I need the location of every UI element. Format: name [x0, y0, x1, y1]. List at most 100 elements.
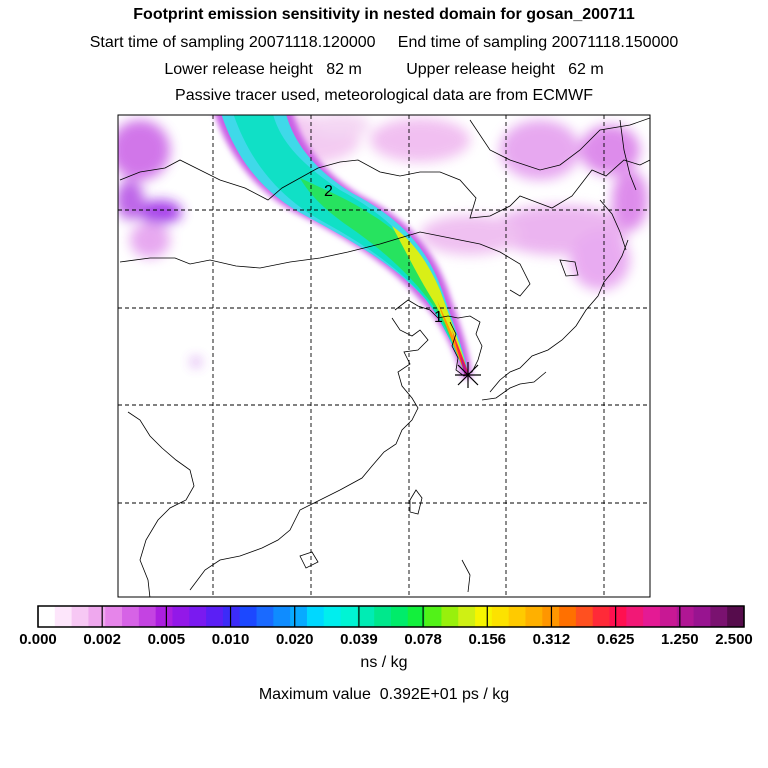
coast-sakhalin: [619, 119, 637, 191]
colorbar-tick-label: 1.250: [661, 631, 699, 648]
model-info: Passive tracer used, meteorological data…: [175, 87, 593, 104]
coast-indochina: [127, 411, 195, 597]
coast-philippines: [461, 559, 471, 593]
colorbar-swatch: [592, 606, 611, 627]
colorbar-tick-label: 0.078: [404, 631, 442, 648]
sensitivity-patch: [118, 180, 144, 220]
colorbar-tick-label: 0.039: [340, 631, 378, 648]
coast-taiwan: [409, 489, 423, 515]
colorbar-swatch: [727, 606, 745, 627]
colorbar-swatch: [659, 606, 678, 627]
colorbar-tick-label: 0.625: [597, 631, 635, 648]
colorbar-tick-label: 0.000: [19, 631, 57, 648]
colorbar-swatch: [256, 606, 274, 627]
colorbar-swatches: [37, 605, 745, 628]
colorbar-swatch: [138, 606, 157, 627]
colorbar-swatch: [609, 606, 627, 627]
sampling-times: Start time of sampling 20071118.120000 E…: [89, 34, 679, 51]
colorbar-swatch: [306, 606, 325, 627]
colorbar-swatch: [155, 606, 173, 627]
colorbar-tick-label: 0.156: [468, 631, 506, 648]
sensitivity-patch: [118, 120, 170, 180]
colorbar-swatch: [239, 606, 258, 627]
colorbar-tick-label: 0.312: [533, 631, 571, 648]
plume-green: [300, 178, 468, 374]
colorbar-tick-label: 0.005: [148, 631, 186, 648]
colorbar-swatch: [643, 606, 661, 627]
sensitivity-patch: [138, 200, 182, 224]
coast-china-east: [339, 317, 429, 491]
coastlines: [119, 117, 650, 597]
colorbar-units: ns / kg: [360, 654, 408, 671]
plume-red: [452, 330, 469, 374]
colorbar-swatch: [475, 606, 493, 627]
sensitivity-patch: [612, 170, 648, 230]
colorbar-swatch: [38, 606, 56, 627]
colorbar-swatch: [693, 606, 711, 627]
colorbar-swatch: [626, 606, 644, 627]
colorbar-swatch: [559, 606, 577, 627]
colorbar-tick-label: 0.010: [212, 631, 250, 648]
lat-lon-grid: [118, 115, 650, 597]
colorbar-swatch: [575, 606, 594, 627]
sensitivity-patch: [310, 115, 370, 137]
colorbar-swatch: [290, 606, 308, 627]
colorbar-tick-label: 0.002: [83, 631, 121, 648]
colorbar-swatch: [88, 606, 106, 627]
colorbar: 0.000 0.002 0.005 0.010 0.020 0.039 0.078 0.156…: [19, 605, 753, 648]
border-mongolia: [119, 159, 650, 219]
colorbar-swatch: [54, 606, 73, 627]
colorbar-swatch: [206, 606, 224, 627]
sensitivity-patch: [570, 230, 630, 290]
colorbar-swatch: [105, 606, 123, 627]
colorbar-swatch: [441, 606, 459, 627]
plume-label-2: 2: [324, 183, 333, 200]
colorbar-swatch: [71, 606, 89, 627]
colorbar-swatch: [323, 606, 342, 627]
colorbar-swatch: [122, 606, 140, 627]
receptor-marker: [455, 362, 481, 388]
colorbar-swatch: [525, 606, 543, 627]
colorbar-swatch: [374, 606, 392, 627]
coast-japan: [489, 239, 629, 393]
colorbar-swatch: [340, 606, 358, 627]
plume-teal: [233, 115, 468, 374]
coast-hainan: [299, 551, 319, 569]
sensitivity-patch: [580, 125, 640, 175]
colorbar-swatch: [222, 606, 241, 627]
sensitivity-patch: [130, 222, 170, 258]
colorbar-swatch: [491, 606, 510, 627]
colorbar-swatch: [189, 606, 207, 627]
colorbar-swatch: [424, 606, 442, 627]
plume-core: [461, 356, 469, 376]
colorbar-swatch: [273, 606, 291, 627]
colorbar-tick-label: 2.500: [715, 631, 753, 648]
colorbar-swatch: [508, 606, 526, 627]
colorbar-swatch: [172, 606, 190, 627]
map-frame: [117, 114, 651, 598]
sensitivity-patch: [370, 118, 470, 162]
colorbar-swatch: [458, 606, 476, 627]
colorbar-swatch: [710, 606, 728, 627]
chart-title: Footprint emission sensitivity in nested…: [133, 6, 635, 23]
release-heights: Lower release height 82 m Upper release …: [164, 61, 604, 78]
maximum-value: Maximum value 0.392E+01 ps / kg: [258, 686, 510, 703]
colorbar-frame: [37, 605, 745, 628]
lake-khanka: [559, 259, 579, 277]
colorbar-swatch: [357, 606, 375, 627]
plume-label-1: 1: [434, 309, 443, 326]
border-inner: [119, 231, 531, 297]
coast-korea: [394, 299, 483, 377]
colorbar-tick-label: 0.020: [276, 631, 314, 648]
map-background: [118, 115, 650, 597]
colorbar-swatch: [676, 606, 695, 627]
coast-japan-south: [481, 371, 547, 401]
sensitivity-patch: [420, 215, 520, 255]
border-russia: [469, 117, 650, 171]
colorbar-tick-labels: 0.000 0.002 0.005 0.010 0.020 0.039 0.078 0.156…: [19, 631, 753, 648]
colorbar-swatch: [391, 606, 409, 627]
sensitivity-patch: [192, 358, 200, 366]
coast-hokkaido: [599, 199, 627, 251]
coast-china-south: [189, 489, 341, 591]
